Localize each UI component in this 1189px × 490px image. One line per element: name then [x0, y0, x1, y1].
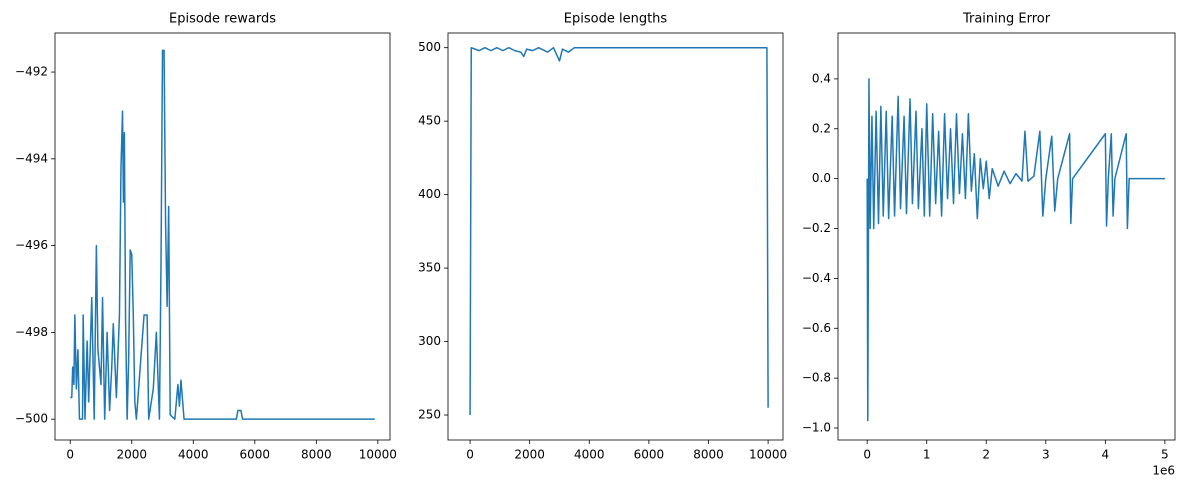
x-tick-label: 4000 [574, 448, 605, 462]
axes-frame [447, 32, 784, 441]
y-tick-label: 450 [418, 114, 441, 128]
y-tick-label: −492 [15, 65, 48, 79]
chart-title: Episode lengths [564, 12, 668, 27]
y-tick-label: 300 [418, 334, 441, 348]
y-tick-label: −0.4 [802, 271, 831, 285]
axes-frame [837, 32, 1176, 441]
y-tick-label: 250 [418, 408, 441, 422]
y-tick-label: 500 [418, 40, 441, 54]
y-tick-label: −0.6 [802, 321, 831, 335]
axes-frame [54, 32, 391, 441]
x-tick-label: 10000 [749, 448, 787, 462]
y-tick-label: −1.0 [802, 421, 831, 435]
x-tick-label: 8000 [693, 448, 724, 462]
y-tick-label: 0.4 [812, 71, 831, 85]
x-tick-label: 2000 [116, 448, 147, 462]
chart-title: Training Error [962, 12, 1051, 27]
x-tick-label: 10000 [359, 448, 397, 462]
x-tick-label: 6000 [634, 448, 665, 462]
y-tick-label: 350 [418, 261, 441, 275]
x-tick-label: 0 [863, 448, 871, 462]
x-tick-label: 6000 [240, 448, 271, 462]
y-tick-label: 0.2 [812, 121, 831, 135]
y-tick-label: −0.2 [802, 221, 831, 235]
x-tick-label: 1 [923, 448, 931, 462]
x-tick-label: 0 [466, 448, 474, 462]
chart-title: Episode rewards [169, 12, 276, 27]
y-tick-label: 0.0 [812, 171, 831, 185]
x-tick-label: 3 [1042, 448, 1050, 462]
x-tick-label: 2 [982, 448, 990, 462]
x-tick-label: 0 [66, 448, 74, 462]
x-tick-label: 2000 [514, 448, 545, 462]
x-tick-label: 4000 [178, 448, 209, 462]
y-tick-label: −0.8 [802, 371, 831, 385]
y-tick-label: −496 [15, 238, 48, 252]
data-line [469, 46, 769, 416]
data-line [70, 49, 375, 420]
data-line [866, 78, 1165, 422]
x-tick-label: 4 [1102, 448, 1110, 462]
x-tick-label: 5 [1161, 448, 1169, 462]
x-tick-label: 8000 [301, 448, 332, 462]
y-tick-label: −498 [15, 325, 48, 339]
offset-text: 1e6 [1152, 464, 1175, 478]
y-tick-label: −500 [15, 412, 48, 426]
y-tick-label: −494 [15, 151, 48, 165]
y-tick-label: 400 [418, 187, 441, 201]
